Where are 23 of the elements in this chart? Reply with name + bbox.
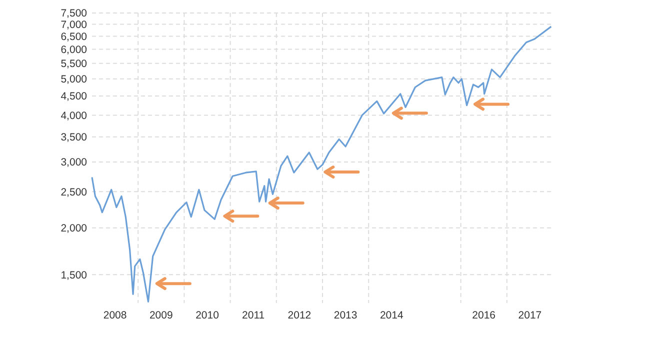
x-tick-label: 2017	[518, 310, 542, 322]
y-tick-label: 6,000	[60, 44, 88, 56]
x-tick-label: 2008	[103, 310, 127, 322]
y-tick-label: 5,000	[60, 74, 88, 86]
y-tick-label: 4,500	[60, 90, 88, 103]
y-tick-label: 3,500	[60, 132, 88, 144]
y-tick-label: 2,000	[60, 222, 88, 235]
x-tick-label: 2016	[472, 310, 496, 322]
x-tick-label: 2010	[196, 310, 220, 322]
y-tick-label: 5,500	[60, 58, 88, 70]
y-tick-label: 7,500	[60, 8, 88, 20]
y-tick-label: 4,000	[60, 110, 88, 122]
x-tick-label: 2011	[242, 310, 265, 322]
line-series	[91, 26, 552, 303]
y-tick-label: 6,500	[60, 30, 88, 43]
y-tick-label: 2,500	[60, 186, 88, 198]
x-tick-label: 2012	[288, 310, 312, 322]
x-tick-label: 2013	[334, 310, 358, 322]
x-tick-label: 2014	[380, 310, 404, 322]
x-tick-label: 2009	[149, 310, 173, 322]
y-tick-label: 1,500	[60, 269, 88, 282]
y-tick-label: 3,000	[60, 156, 88, 169]
y-tick-label: 7,000	[60, 18, 88, 31]
